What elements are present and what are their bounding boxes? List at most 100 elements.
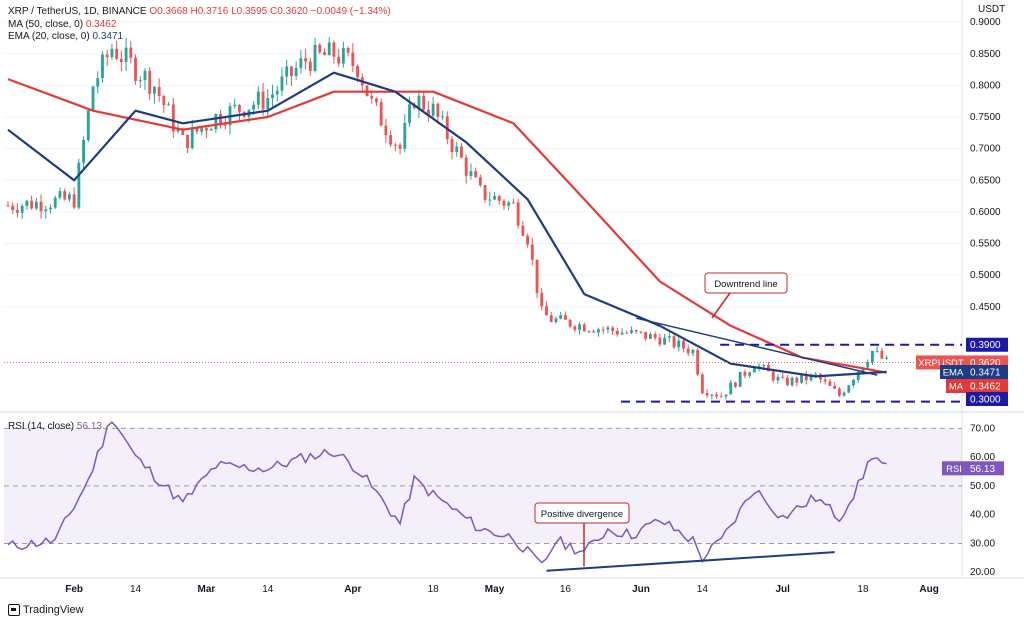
- candle-body: [351, 52, 355, 67]
- candle: [6, 201, 10, 207]
- candle-body: [710, 394, 714, 396]
- divergence-line: [546, 551, 835, 572]
- candle: [200, 127, 204, 135]
- candle: [256, 86, 260, 109]
- tradingview-logo[interactable]: TradingView: [8, 604, 84, 617]
- candle-body: [497, 196, 501, 201]
- price-badge-value: 0.3471: [970, 368, 1001, 379]
- time-tick-label: May: [485, 584, 505, 595]
- candle: [488, 191, 492, 207]
- candle-body: [450, 139, 454, 153]
- price-badge-label: MA: [949, 382, 964, 393]
- candle: [705, 389, 709, 399]
- downtrend-callout: Downtrend line: [704, 272, 788, 319]
- rsi-badge: RSI 56.13: [942, 461, 1004, 476]
- candle-body: [809, 374, 813, 381]
- time-tick-label: Aug: [919, 584, 938, 595]
- candle: [582, 322, 586, 332]
- candle: [875, 346, 879, 353]
- rsi-line: [7, 421, 887, 564]
- candle-body: [483, 185, 487, 200]
- candle: [346, 46, 350, 57]
- candle-body: [549, 315, 553, 323]
- candle: [653, 331, 657, 341]
- candle: [304, 48, 308, 70]
- candle-body: [686, 348, 690, 354]
- candle: [502, 198, 506, 210]
- candle-body: [516, 202, 520, 226]
- candle: [710, 393, 714, 400]
- ema-legend-value: 0.3471: [92, 31, 124, 42]
- candle: [129, 40, 133, 64]
- candle-body: [6, 205, 10, 207]
- candle: [819, 372, 822, 383]
- candle-body: [148, 70, 152, 94]
- candle-body: [535, 259, 539, 293]
- candle-body: [795, 377, 799, 383]
- candle-body: [233, 104, 237, 107]
- candle: [719, 393, 723, 398]
- candle-body: [129, 47, 133, 58]
- time-tick-label: 16: [560, 584, 572, 595]
- candle-body: [700, 374, 704, 394]
- candle-body: [176, 129, 180, 132]
- candle-body: [290, 66, 293, 76]
- gridlines: [4, 21, 962, 308]
- candle: [148, 67, 152, 100]
- candle-body: [507, 202, 511, 206]
- candle-body: [34, 201, 38, 209]
- candle-body: [502, 200, 506, 206]
- candle-body: [318, 44, 322, 53]
- candle-body: [488, 199, 492, 201]
- candle-body: [379, 102, 383, 126]
- candle-body: [677, 340, 681, 348]
- ma-legend-value: 0.3462: [85, 19, 117, 30]
- candle-body: [101, 54, 104, 79]
- rsi-legend: RSI (14, close) 56.13: [8, 421, 102, 432]
- candle: [157, 78, 161, 102]
- candle: [866, 359, 870, 369]
- candle: [549, 311, 553, 323]
- candle-body: [44, 209, 48, 212]
- candle-body: [719, 396, 723, 398]
- candle: [16, 203, 19, 218]
- candle-body: [866, 362, 870, 368]
- rsi-tick-label: 30.00: [970, 538, 995, 549]
- price-badge: 0.3900: [966, 337, 1008, 352]
- symbol-legend: XRP / TetherUS, 1D, BINANCE O0.3668 H0.3…: [8, 6, 391, 17]
- candle: [606, 325, 610, 334]
- candle: [871, 350, 874, 366]
- candle-body: [748, 372, 752, 376]
- candle: [804, 370, 808, 385]
- candle: [63, 188, 67, 201]
- candle: [615, 327, 619, 337]
- candle: [748, 371, 752, 378]
- candle-body: [587, 331, 591, 333]
- candle-body: [880, 350, 884, 359]
- candle-body: [181, 129, 185, 135]
- price-tick-label: 0.6000: [970, 207, 1001, 218]
- candle-body: [110, 48, 114, 58]
- candle: [790, 376, 794, 387]
- candle: [663, 333, 666, 345]
- candle: [771, 370, 775, 383]
- candle: [134, 54, 137, 85]
- candle-body: [512, 202, 515, 204]
- candle-body: [86, 110, 90, 141]
- time-tick-label: Jul: [775, 584, 790, 595]
- candle-body: [559, 315, 563, 319]
- time-tick-label: 18: [428, 584, 440, 595]
- candle: [119, 50, 123, 72]
- candle-body: [186, 134, 189, 149]
- candle: [625, 330, 629, 335]
- candle: [280, 67, 284, 97]
- ema-legend: EMA (20, close, 0) 0.3471: [8, 31, 123, 42]
- candle: [285, 60, 289, 86]
- candle-body: [672, 336, 676, 348]
- candle: [393, 142, 397, 152]
- candle-body: [885, 357, 889, 359]
- candle: [379, 98, 383, 126]
- candle-body: [91, 86, 95, 111]
- candle: [563, 311, 567, 320]
